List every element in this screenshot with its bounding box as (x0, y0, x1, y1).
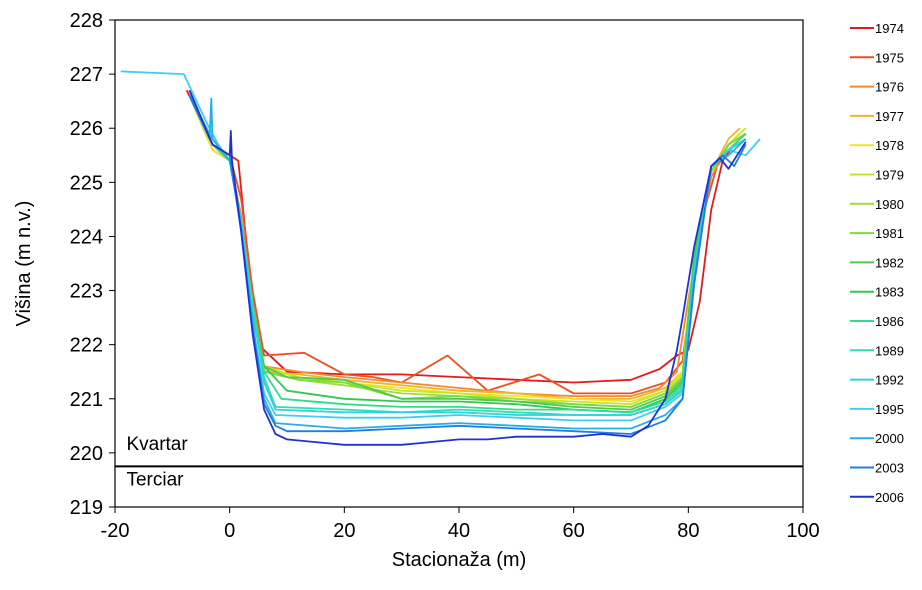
series-line-1975 (188, 89, 747, 395)
legend-label-1982: 1982 (875, 255, 904, 270)
legend-label-1980: 1980 (875, 197, 904, 212)
legend: 1974 1975 1976 1977 1978 1979 1980 1981 1982 1983… (850, 21, 904, 505)
series-line-2006 (188, 89, 747, 446)
legend-label-1978: 1978 (875, 138, 904, 153)
y-axis-title: Višina (m n.v.) (13, 201, 35, 327)
series-line-2000 (188, 95, 747, 430)
legend-label-1979: 1979 (875, 168, 904, 183)
axis-layer: -20 0 20 40 60 80 100 219 220 221 222 223 224 225 226 2… (13, 10, 820, 571)
series-line-1980 (188, 95, 747, 408)
y-tick-label: 220 (70, 443, 103, 465)
legend-label-1974: 1974 (875, 21, 904, 36)
series-line-1986 (188, 95, 747, 414)
x-tick-label: 80 (677, 520, 699, 542)
series-line-1982 (188, 95, 747, 411)
legend-label-2000: 2000 (875, 431, 904, 446)
legend-label-1983: 1983 (875, 285, 904, 300)
annotation-kvartar: Kvartar (126, 434, 188, 455)
y-tick-label: 219 (70, 497, 103, 519)
series-line-1983 (188, 95, 747, 414)
x-tick-label: 40 (448, 520, 470, 542)
legend-label-1989: 1989 (875, 343, 904, 358)
legend-label-2006: 2006 (875, 490, 904, 505)
legend-label-1992: 1992 (875, 373, 904, 388)
y-tick-label: 225 (70, 172, 103, 194)
legend-label-1981: 1981 (875, 226, 904, 241)
legend-label-1986: 1986 (875, 314, 904, 329)
series-line-1995 (120, 70, 761, 422)
y-tick-label: 221 (70, 389, 103, 411)
annotation-layer: Kvartar Terciar (126, 434, 188, 490)
x-tick-label: 0 (224, 520, 235, 542)
x-tick-label: 20 (333, 520, 355, 542)
legend-label-1975: 1975 (875, 50, 904, 65)
series-layer (120, 70, 761, 446)
y-tick-label: 226 (70, 118, 103, 140)
legend-label-1977: 1977 (875, 109, 904, 124)
legend-label-2003: 2003 (875, 461, 904, 476)
y-tick-label: 223 (70, 281, 103, 303)
legend-label-1995: 1995 (875, 402, 904, 417)
y-tick-label: 222 (70, 335, 103, 357)
x-tick-label: 100 (786, 520, 819, 542)
y-tick-label: 227 (70, 64, 103, 86)
series-line-1974 (185, 89, 747, 384)
y-tick-label: 228 (70, 10, 103, 32)
x-tick-label: -20 (101, 520, 130, 542)
legend-label-1976: 1976 (875, 80, 904, 95)
y-tick-label: 224 (70, 226, 103, 248)
annotation-terciar: Terciar (126, 469, 184, 490)
x-axis-title: Stacionaža (m) (392, 549, 527, 571)
x-tick-label: 60 (563, 520, 585, 542)
series-line-1981 (188, 95, 747, 408)
series-line-1977 (188, 95, 741, 400)
plot-frame (114, 19, 804, 508)
series-line-1976 (188, 95, 741, 398)
